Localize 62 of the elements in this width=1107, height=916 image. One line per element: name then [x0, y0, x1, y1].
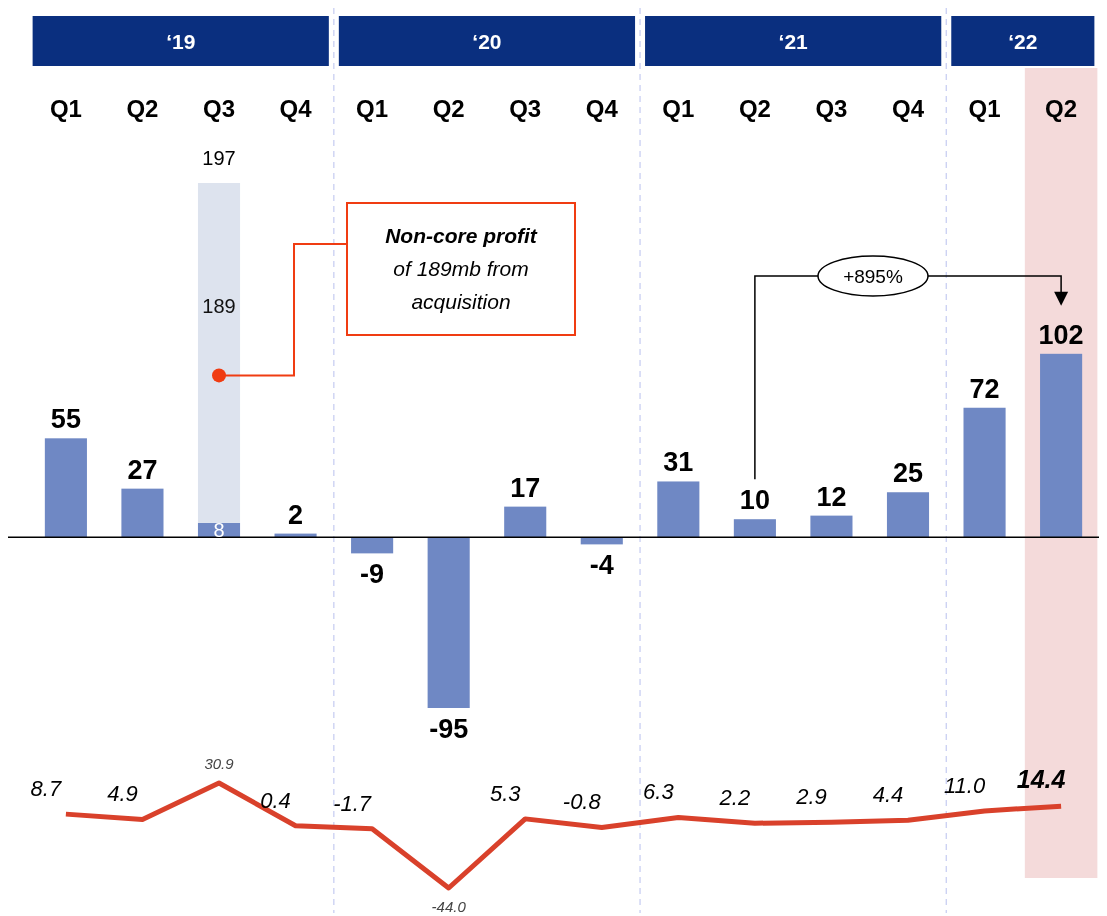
data-label: -1.7 — [333, 790, 372, 816]
bar — [197, 183, 241, 523]
bar — [886, 492, 930, 538]
data-label: 5.3 — [489, 780, 522, 806]
x-tick-label: Q2 — [126, 95, 159, 122]
data-label: 8.7 — [30, 776, 62, 802]
data-label: 12 — [816, 481, 847, 512]
x-tick-label: Q3 — [509, 95, 542, 122]
data-label: 14.4 — [1016, 765, 1066, 794]
data-label: -95 — [429, 714, 469, 744]
x-tick-label: Q4 — [585, 95, 619, 122]
x-tick-label: Q2 — [1045, 95, 1078, 122]
text: ‘21 — [778, 30, 809, 53]
x-tick-label: Q3 — [203, 95, 236, 122]
x-tick-label: Q4 — [891, 95, 925, 122]
data-label: 102 — [1038, 319, 1084, 350]
x-tick-label: Q3 — [815, 95, 848, 122]
text: ‘19 — [166, 30, 196, 53]
data-label: 30.9 — [204, 755, 235, 772]
data-label: -9 — [360, 559, 385, 590]
x-tick-label: Q1 — [49, 95, 82, 122]
x-tick-label: Q1 — [662, 95, 695, 122]
bar — [963, 407, 1006, 538]
x-tick-label: Q4 — [279, 95, 313, 122]
annotation: Non-core profit of 189mb from acquisition — [385, 224, 538, 313]
data-label: 27 — [127, 454, 158, 485]
data-label: 17 — [510, 472, 541, 503]
data-label: 2.9 — [795, 784, 827, 810]
x-tick-label: Q2 — [738, 95, 771, 122]
data-label: 72 — [969, 373, 1000, 404]
annotation: +895% — [843, 266, 903, 287]
bar — [504, 506, 547, 538]
data-label: 2 — [288, 499, 304, 530]
text: ‘22 — [1008, 30, 1038, 53]
data-label: 10 — [739, 485, 770, 516]
bar — [351, 537, 394, 554]
data-label: -44.0 — [431, 898, 467, 915]
bar — [427, 537, 470, 708]
x-tick-label: Q1 — [356, 95, 389, 122]
data-label: 8 — [213, 519, 225, 541]
data-label: 6.3 — [643, 779, 675, 805]
data-label: -4 — [589, 550, 614, 581]
x-tick-label: Q1 — [968, 95, 1001, 122]
data-label: 0.4 — [260, 787, 291, 813]
bar — [1040, 353, 1083, 538]
data-label: 31 — [663, 447, 694, 478]
total-label: 197 — [202, 147, 236, 169]
bar — [810, 515, 853, 538]
data-label: 25 — [892, 458, 924, 489]
data-label: 55 — [50, 404, 81, 435]
bar — [733, 519, 776, 538]
bar — [121, 488, 164, 538]
x-tick-label: Q2 — [432, 95, 465, 122]
data-label: 4.9 — [107, 781, 138, 807]
data-label: -0.8 — [562, 789, 602, 815]
data-label: 4.4 — [872, 782, 904, 808]
bar — [44, 438, 87, 538]
data-label: 2.2 — [718, 785, 751, 811]
data-label: 189 — [202, 294, 236, 317]
bar — [657, 481, 700, 538]
data-label: 11.0 — [943, 772, 986, 798]
text: ‘20 — [472, 30, 502, 53]
